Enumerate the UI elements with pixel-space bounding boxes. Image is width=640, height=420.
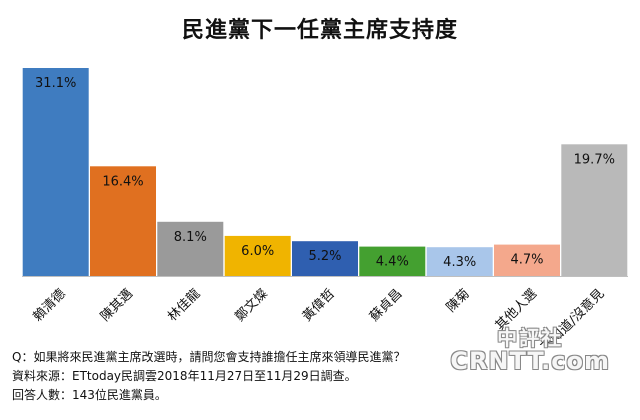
bar-value-label-2: 8.1% xyxy=(174,230,207,245)
category-label-6: 陳菊 xyxy=(444,286,473,315)
bar-value-label-7: 4.7% xyxy=(510,253,543,268)
bar-3 xyxy=(224,235,291,276)
survey-question: Q：如果將來民進黨主席改選時，請問您會支持誰擔任主席來領導民進黨？ xyxy=(12,350,406,364)
category-label-4: 黃偉哲 xyxy=(300,286,338,324)
bar-value-label-8: 19.7% xyxy=(574,152,615,167)
bar-value-label-5: 4.4% xyxy=(376,255,409,270)
bar-value-label-6: 4.3% xyxy=(443,255,476,270)
bar-value-label-0: 31.1% xyxy=(35,76,76,91)
category-label-0: 賴清德 xyxy=(31,286,69,324)
bar-4 xyxy=(292,241,358,276)
chart-title: 民進黨下一任黨主席支持度 xyxy=(181,18,458,43)
bar-8 xyxy=(561,144,628,276)
bar-6 xyxy=(426,247,493,276)
chart-notes: Q：如果將來民進黨主席改選時，請問您會支持誰擔任主席來領導民進黨？ 資料來源：E… xyxy=(12,348,632,405)
bar-2 xyxy=(157,221,224,276)
watermark-logo: 中評社 CRNTT.com xyxy=(450,328,610,374)
bar-value-label-4: 5.2% xyxy=(308,249,341,264)
data-source: 資料來源：ETtoday民調雲2018年11月27日至11月29日調查。 xyxy=(12,369,357,383)
category-label-2: 林佳龍 xyxy=(164,286,203,325)
bar-1 xyxy=(90,166,156,276)
bar-5 xyxy=(359,246,426,276)
bar-value-label-1: 16.4% xyxy=(102,174,143,189)
category-label-3: 鄭文燦 xyxy=(233,286,271,324)
respondent-count: 回答人數：143位民進黨員。 xyxy=(12,388,167,402)
bar-0 xyxy=(22,68,89,276)
watermark-top: 中評社 xyxy=(497,326,564,350)
bar-7 xyxy=(494,244,560,276)
category-label-1: 陳其邁 xyxy=(98,286,136,324)
category-label-5: 蘇貞昌 xyxy=(367,286,405,324)
bar-value-label-3: 6.0% xyxy=(241,244,274,259)
watermark-bottom: CRNTT.com xyxy=(450,347,610,375)
bar-chart: 31.1% 賴清德 16.4% 陳其邁 8.1% 林佳龍 6.0% 鄭文燦 5.2% 黃偉哲 4.4… xyxy=(22,68,628,345)
